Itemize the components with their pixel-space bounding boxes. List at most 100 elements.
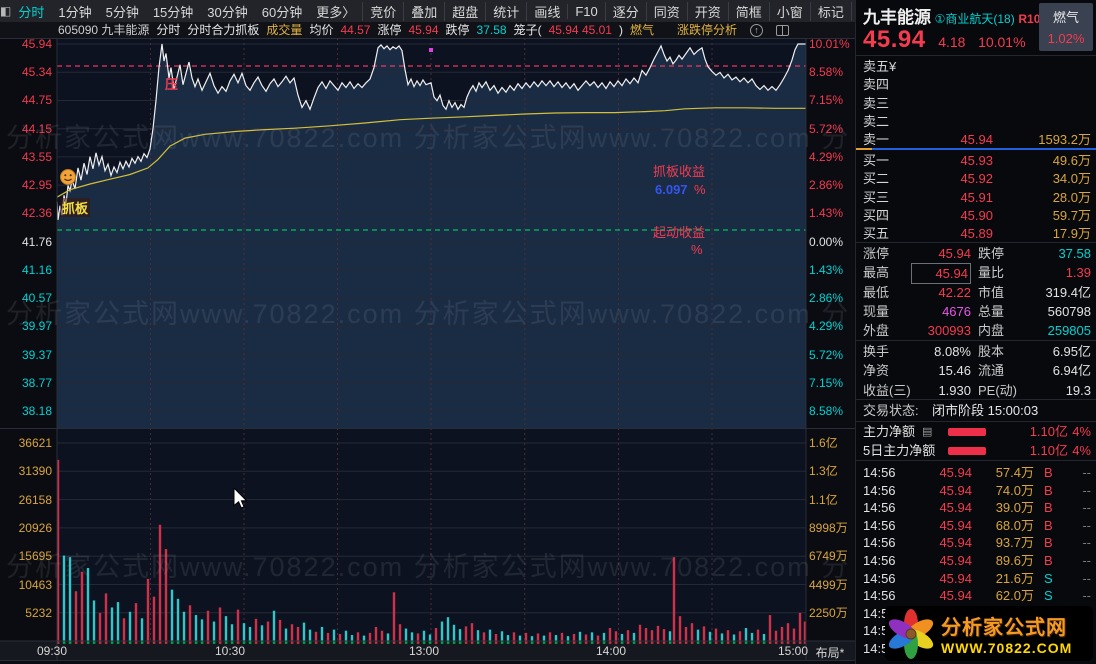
order-row-买五[interactable]: 买五 45.89 17.9万 (856, 225, 1096, 243)
stat-row: 净资 15.46 流通 6.94亿 (856, 361, 1096, 380)
order-volume: 59.7万 (1052, 207, 1091, 223)
pct-labels-label: 5.72% (809, 121, 844, 136)
stat-value: 300993 (927, 323, 971, 339)
tick-volume: 62.0万 (995, 588, 1034, 604)
industry-name: 燃气 (1052, 10, 1079, 25)
toolbar-item-60分钟[interactable]: 60分钟 (261, 4, 303, 20)
price-labels-label: 41.16 (21, 262, 52, 277)
order-row-买一[interactable]: 买一 45.93 49.6万 (856, 152, 1096, 170)
order-level-label: 卖三 (863, 95, 890, 111)
stat-label: 跌停 (978, 246, 1005, 261)
window-layout-icon[interactable]: ◧ (0, 4, 12, 18)
tick-row: 14:56 45.94 89.6万 B -- (856, 552, 1096, 570)
stat-label: 最高 (863, 265, 890, 281)
volr-labels-label: 8998万 (809, 520, 848, 535)
tick-row: 14:56 45.94 21.6万 S -- (856, 570, 1096, 588)
order-row-卖一[interactable]: 卖一 45.94 1593.2万 (856, 131, 1096, 149)
flower-logo-icon (888, 608, 934, 659)
order-row-买二[interactable]: 买二 45.92 34.0万 (856, 170, 1096, 188)
site-logo[interactable]: 分析家公式网 WWW.70822.COM (885, 606, 1093, 661)
toolbar-item-逐分[interactable]: 逐分 (604, 1, 646, 21)
toolbar-item-标记[interactable]: 标记 (809, 1, 851, 21)
tick-price: 45.94 (939, 465, 972, 480)
toolbar-item-5分钟[interactable]: 5分钟 (105, 4, 139, 20)
toolbar-item-F10[interactable]: F10 (567, 3, 604, 19)
grab-marker-label: 抓板 (60, 198, 91, 217)
price-labels-label: 44.75 (21, 93, 52, 108)
trade-status-value: 闭市阶段 15:00:03 (932, 403, 1039, 418)
stat-value: 1.39 (1065, 265, 1091, 281)
price-labels-label: 43.55 (21, 149, 52, 164)
pct-labels-label: 10.01% (809, 37, 850, 51)
toolbar-item-统计[interactable]: 统计 (485, 1, 526, 21)
stat-value: 8.08% (934, 344, 971, 359)
mid-price-divider (856, 148, 1096, 150)
order-row-卖二[interactable]: 卖二 (856, 113, 1096, 131)
time-label-14:00: 14:00 (595, 644, 627, 658)
tick-flag: -- (1082, 517, 1091, 533)
order-row-买四[interactable]: 买四 45.90 59.7万 (856, 207, 1096, 225)
info-segment: 均价 (309, 23, 334, 37)
stat-value: 37.58 (1058, 246, 1091, 261)
arrow-up-circle-icon[interactable]: ↑ (750, 23, 763, 37)
info-segment: 45.94 45.01 (548, 23, 612, 37)
logo-site-name: 分析家公式网 (941, 617, 1067, 639)
toolbar-item-小窗[interactable]: 小窗 (768, 1, 810, 21)
toolbar-item-分时[interactable]: 分时 (18, 4, 45, 20)
volr-labels-label: 1.3亿 (809, 464, 838, 479)
voll-labels-label: 5232 (25, 605, 52, 620)
tick-row: 14:56 45.94 74.0万 B -- (856, 482, 1096, 500)
split-pane-icon[interactable] (776, 24, 789, 36)
toolbar-item-1分钟[interactable]: 1分钟 (58, 4, 92, 20)
toolbar-item-30分钟[interactable]: 30分钟 (207, 4, 248, 20)
toolbar-item-15分钟[interactable]: 15分钟 (152, 4, 194, 20)
flow-label: 5日主力净额 (863, 442, 936, 458)
time-label-布局*[interactable]: 布局* (815, 646, 845, 660)
stat-value: 19.3 (1065, 382, 1091, 398)
toolbar-item-画线[interactable]: 画线 (526, 1, 567, 21)
stat-label: 换手 (863, 344, 890, 359)
toolbar-item-同资[interactable]: 同资 (645, 1, 687, 21)
limit-analysis-button[interactable]: 涨跌停分析 (676, 23, 737, 37)
tick-side: B (1044, 465, 1053, 480)
tick-time: 14:56 (863, 500, 896, 516)
toolbar-item-超盘[interactable]: 超盘 (444, 1, 485, 21)
stat-value: 1.930 (938, 382, 971, 398)
flow-row: 主力净额 ▤ 1.10亿 4% (856, 423, 1096, 441)
toolbar-item-简框[interactable]: 简框 (727, 1, 769, 21)
flow-bar (948, 428, 986, 436)
pct-labels-label: 2.86% (809, 291, 844, 306)
toolbar-item-更多〉[interactable]: 更多〉 (316, 4, 356, 20)
industry-box[interactable]: 燃气 1.02% (1039, 3, 1093, 51)
price-labels-label: 39.37 (21, 347, 52, 362)
order-row-买三[interactable]: 买三 45.91 28.0万 (856, 189, 1096, 207)
stat-value: 6.94亿 (1052, 363, 1091, 379)
info-bar: 605090 九丰能源 分时 分时合力抓板 成交量 均价 44.57 涨停 45.94 跌停 37… (0, 22, 855, 38)
tick-side: B (1044, 535, 1053, 551)
order-row-卖三[interactable]: 卖三 (856, 95, 1096, 113)
toolbar-item-叠加[interactable]: 叠加 (403, 1, 444, 21)
concept-tag[interactable]: ①商业航天(18) (934, 12, 1015, 26)
tick-side: B (1044, 517, 1053, 533)
order-volume: 34.0万 (1052, 171, 1091, 187)
pct-labels-label: 5.72% (809, 347, 844, 362)
stat-value: 6.95亿 (1052, 344, 1091, 359)
flow-value: 1.10亿 (1029, 442, 1068, 458)
info-segment: 45.94 (408, 23, 439, 37)
quote-panel: 九丰能源 ①商业航天(18) R1000 燃气 1.02% 45.94 4.18… (855, 0, 1096, 664)
order-row-卖四[interactable]: 卖四 (856, 76, 1096, 94)
order-row-卖五[interactable]: 卖五¥ (856, 58, 1096, 76)
order-price: 45.94 (960, 132, 993, 148)
tick-time: 14:56 (863, 535, 896, 551)
list-icon[interactable]: ▤ (922, 426, 933, 438)
toolbar-item-竞价[interactable]: 竞价 (362, 1, 403, 21)
stat-label: PE(动) (978, 382, 1018, 398)
toolbar-item-开资[interactable]: 开资 (686, 1, 728, 21)
stat-value: 259805 (1047, 323, 1091, 339)
start-profit-unit: % (691, 242, 703, 257)
order-volume: 1593.2万 (1038, 132, 1091, 148)
pct-labels-label: 1.43% (809, 262, 844, 277)
price-change-pct: 10.01% (978, 34, 1026, 50)
